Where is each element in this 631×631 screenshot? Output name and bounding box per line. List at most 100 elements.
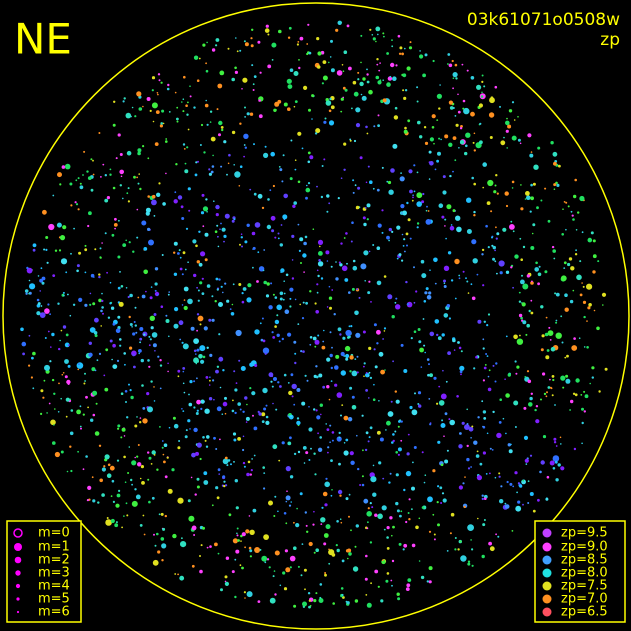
star [539, 470, 542, 474]
star [568, 257, 573, 261]
star [228, 153, 231, 157]
star [401, 212, 403, 214]
star [187, 298, 193, 305]
star [151, 496, 155, 500]
star [205, 445, 209, 448]
star [145, 290, 147, 293]
star [351, 287, 355, 291]
direction-label: NE [14, 15, 72, 64]
star [202, 355, 206, 359]
star [272, 402, 274, 405]
star [580, 394, 583, 396]
star [360, 34, 363, 37]
star [88, 211, 92, 216]
star [482, 347, 485, 350]
star [277, 99, 282, 104]
star [452, 87, 454, 90]
star [561, 233, 564, 236]
star [289, 475, 294, 479]
star [486, 355, 489, 357]
star [151, 89, 154, 92]
star [119, 271, 121, 273]
star [236, 534, 239, 537]
star [326, 194, 330, 198]
star [429, 137, 434, 142]
star [345, 353, 350, 359]
star [427, 210, 430, 212]
star [139, 337, 143, 341]
star [343, 415, 349, 421]
star [293, 201, 298, 205]
star [99, 247, 102, 250]
star [323, 542, 327, 546]
star [555, 319, 558, 322]
star [257, 600, 261, 603]
star [83, 150, 86, 153]
star [540, 199, 543, 202]
star [445, 380, 448, 383]
star [61, 165, 66, 169]
star [351, 221, 354, 224]
star [351, 395, 355, 399]
star [217, 83, 223, 89]
star [499, 398, 503, 402]
star [583, 410, 586, 413]
star [159, 387, 162, 390]
star [413, 164, 416, 167]
star [510, 443, 512, 446]
star [102, 312, 104, 315]
star [224, 581, 229, 587]
star [168, 291, 170, 293]
star [565, 374, 569, 378]
star [220, 285, 223, 288]
star [134, 488, 137, 491]
star [79, 405, 82, 408]
star [505, 129, 509, 133]
star [496, 432, 502, 439]
star [555, 181, 558, 185]
star [537, 272, 542, 277]
star [294, 298, 297, 301]
star [98, 275, 101, 279]
star [381, 209, 384, 212]
star [343, 237, 346, 239]
star [419, 347, 424, 353]
star [553, 161, 557, 166]
star [65, 271, 68, 274]
star [77, 177, 80, 180]
star [530, 151, 533, 153]
star [375, 26, 381, 32]
star [571, 345, 578, 351]
star [578, 337, 581, 340]
star [219, 386, 222, 389]
star [459, 540, 462, 543]
star [581, 442, 583, 445]
star [316, 269, 319, 272]
star [362, 216, 366, 220]
star [57, 302, 60, 305]
star [400, 172, 402, 175]
star [307, 160, 311, 164]
star [343, 50, 348, 54]
star [303, 271, 305, 273]
star [343, 168, 346, 171]
star [117, 326, 121, 330]
star [239, 408, 242, 411]
star [76, 269, 79, 273]
star [250, 469, 253, 472]
star [115, 328, 121, 334]
star [198, 57, 201, 60]
star [123, 455, 126, 459]
star [338, 431, 341, 435]
star [323, 158, 326, 161]
star [97, 501, 100, 504]
star [263, 472, 266, 474]
star [368, 436, 371, 439]
star [354, 184, 357, 187]
star [403, 238, 406, 241]
star [504, 191, 509, 196]
star [177, 446, 181, 450]
star [321, 82, 324, 85]
star [104, 232, 107, 235]
star [232, 538, 238, 544]
